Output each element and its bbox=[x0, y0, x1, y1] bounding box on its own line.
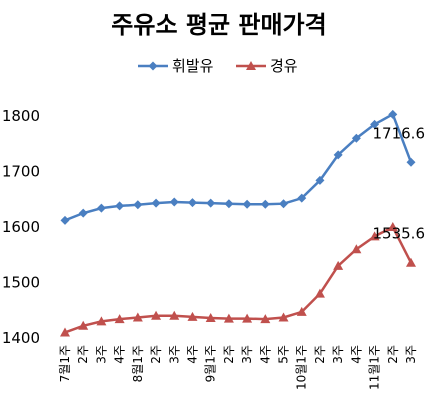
x-tick-label: 3주 bbox=[240, 345, 254, 364]
marker bbox=[351, 244, 362, 254]
series-line bbox=[64, 225, 413, 334]
x-tick-label: 2주 bbox=[313, 345, 327, 364]
marker bbox=[206, 198, 216, 208]
marker bbox=[278, 312, 289, 322]
marker bbox=[333, 150, 343, 160]
marker bbox=[297, 193, 307, 203]
x-tick-label: 2주 bbox=[222, 345, 236, 364]
marker bbox=[279, 199, 289, 209]
y-tick-label: 1600 bbox=[2, 218, 40, 236]
marker bbox=[96, 316, 107, 326]
marker bbox=[333, 260, 344, 270]
legend-marker bbox=[246, 61, 256, 70]
marker bbox=[169, 310, 180, 320]
marker bbox=[387, 222, 398, 231]
x-tick-label: 2주 bbox=[386, 345, 400, 364]
marker bbox=[406, 157, 416, 167]
marker bbox=[315, 175, 325, 185]
x-tick-label: 10월1주 bbox=[295, 345, 309, 390]
y-tick-label: 1400 bbox=[2, 329, 40, 347]
marker bbox=[223, 313, 234, 323]
x-tick-label: 3주 bbox=[167, 345, 181, 364]
marker bbox=[132, 312, 143, 322]
marker bbox=[60, 327, 70, 337]
marker bbox=[133, 200, 143, 210]
data-label: 1535.6 bbox=[373, 225, 426, 243]
marker bbox=[314, 288, 325, 298]
x-tick-label: 2주 bbox=[149, 345, 163, 364]
chart-title: 주유소 평균 판매가격 bbox=[111, 11, 326, 39]
y-tick-label: 1800 bbox=[2, 107, 40, 125]
x-tick-label: 4주 bbox=[185, 345, 199, 364]
marker bbox=[260, 199, 270, 209]
x-tick-label: 3주 bbox=[94, 345, 108, 364]
x-tick-label: 8월1주 bbox=[131, 345, 145, 382]
marker bbox=[351, 133, 361, 143]
x-tick-label: 2주 bbox=[76, 345, 90, 364]
marker bbox=[115, 201, 125, 211]
marker bbox=[369, 231, 380, 241]
x-tick-label: 4주 bbox=[258, 345, 272, 364]
data-label: 1716.6 bbox=[373, 124, 426, 142]
marker bbox=[60, 215, 70, 225]
y-tick-label: 1700 bbox=[2, 163, 40, 181]
x-tick-label: 3주 bbox=[404, 345, 418, 364]
y-tick-label: 1500 bbox=[2, 274, 40, 292]
x-tick-label: 4주 bbox=[349, 345, 363, 364]
marker bbox=[151, 198, 161, 208]
x-tick-label: 7월1주 bbox=[58, 345, 72, 382]
marker bbox=[388, 109, 398, 119]
x-tick-label: 9월1주 bbox=[204, 345, 218, 382]
marker bbox=[242, 199, 252, 209]
legend-marker bbox=[148, 61, 158, 71]
marker bbox=[114, 314, 125, 324]
marker bbox=[242, 313, 253, 323]
marker bbox=[187, 311, 198, 321]
legend-label: 휘발유 bbox=[172, 57, 214, 75]
marker bbox=[406, 257, 416, 267]
legend-label: 경유 bbox=[270, 57, 298, 75]
x-tick-label: 3주 bbox=[331, 345, 345, 364]
x-tick-label: 5주 bbox=[277, 345, 291, 364]
marker bbox=[260, 314, 271, 324]
marker bbox=[187, 198, 197, 208]
marker bbox=[370, 119, 380, 129]
marker bbox=[205, 313, 216, 323]
marker bbox=[296, 306, 307, 316]
marker bbox=[78, 320, 89, 330]
marker bbox=[78, 208, 88, 218]
x-tick-label: 4주 bbox=[113, 345, 127, 364]
x-tick-label: 11월1주 bbox=[368, 345, 382, 390]
marker bbox=[169, 197, 179, 207]
marker bbox=[151, 310, 162, 320]
marker bbox=[224, 199, 234, 209]
marker bbox=[96, 203, 106, 213]
